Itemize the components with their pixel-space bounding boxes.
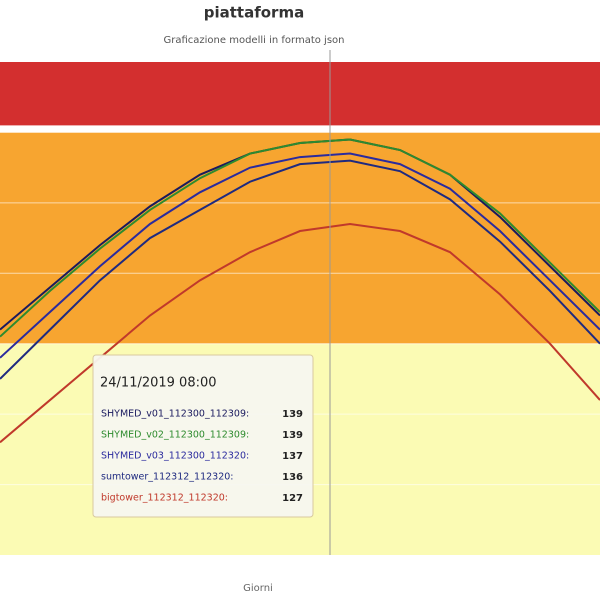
tooltip-value: 139 [282, 409, 303, 420]
tooltip-value: 127 [282, 493, 303, 504]
tooltip-value: 137 [282, 451, 303, 462]
tooltip-series-name: bigtower_112312_112320: [101, 493, 228, 504]
tooltip-series-name: SHYMED_v03_112300_112320: [101, 451, 249, 462]
tooltip-series-name: SHYMED_v01_112300_112309: [101, 409, 249, 420]
tooltip-value: 136 [282, 472, 303, 483]
chart-title: piattaforma [204, 4, 304, 22]
x-axis-label: Giorni [243, 583, 273, 594]
series-line [0, 138, 600, 338]
series-line [0, 159, 600, 380]
plot-band [0, 132, 600, 344]
series-line [0, 152, 600, 359]
chart-subtitle: Graficazione modelli in formato json [163, 35, 344, 46]
tooltip-series-name: sumtower_112312_112320: [101, 472, 234, 483]
plot-band [0, 62, 600, 126]
tooltip-value: 139 [282, 430, 303, 441]
tooltip-box [92, 354, 314, 518]
tooltip-title: 24/11/2019 08:00 [100, 376, 217, 391]
tooltip-series-name: SHYMED_v02_112300_112309: [101, 430, 249, 441]
tooltip: 24/11/2019 08:00 SHYMED_v01_112300_112309… [92, 354, 314, 518]
